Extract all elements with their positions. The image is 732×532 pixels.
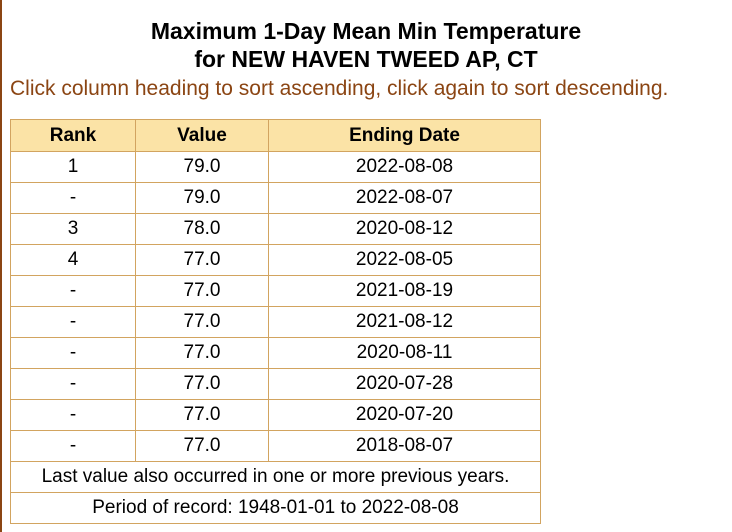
- column-heading[interactable]: Ending Date: [268, 119, 541, 152]
- column-heading[interactable]: Value: [135, 119, 269, 152]
- table-row: -77.0 2021-08-19: [10, 275, 541, 307]
- table-cell: -: [10, 368, 136, 400]
- table-body: 1 79.0 2022-08-08-79.0 2022-08-07 3 78.0 2020-…: [10, 151, 541, 524]
- table-cell: 2020-07-20: [268, 399, 541, 431]
- records-table: Rank Value Ending Date 1 79.0 2022-08-08-79.…: [10, 119, 541, 524]
- table-row: -77.0 2018-08-07: [10, 430, 541, 462]
- table-cell: 77.0: [135, 430, 269, 462]
- column-heading[interactable]: Rank: [10, 119, 136, 152]
- table-cell: 2020-08-11: [268, 337, 541, 369]
- table-row: -77.0 2020-07-28: [10, 368, 541, 400]
- table-cell: -: [10, 275, 136, 307]
- table-cell: 2020-08-12: [268, 213, 541, 245]
- left-border: [0, 0, 2, 532]
- table-cell: 77.0: [135, 244, 269, 276]
- table-cell: 2021-08-19: [268, 275, 541, 307]
- table-cell: -: [10, 182, 136, 214]
- title-line: Maximum 1-Day Mean Min Temperature: [150, 18, 582, 44]
- table-row: 1 79.0 2022-08-08: [10, 151, 541, 183]
- table-row: -77.0 2020-07-20: [10, 399, 541, 431]
- table-cell: -: [10, 399, 136, 431]
- table-cell: 78.0: [135, 213, 269, 245]
- table-cell: 77.0: [135, 275, 269, 307]
- instruction: Click column heading to sort ascending, …: [10, 77, 669, 100]
- table-cell: -: [10, 337, 136, 369]
- note-row: Last value also occurred in one or more …: [10, 461, 541, 493]
- table-row: -79.0 2022-08-07: [10, 182, 541, 214]
- table-cell: -: [10, 306, 136, 338]
- table-cell: 77.0: [135, 337, 269, 369]
- table-cell: 77.0: [135, 368, 269, 400]
- table-cell: 2020-07-28: [268, 368, 541, 400]
- note-cell: Last value also occurred in one or more …: [10, 461, 541, 493]
- table-row: -77.0 2020-08-11: [10, 337, 541, 369]
- table-cell: 2022-08-07: [268, 182, 541, 214]
- table-cell: 4: [10, 244, 136, 276]
- table-row: 4 77.0 2022-08-05: [10, 244, 541, 276]
- table-cell: 79.0: [135, 151, 269, 183]
- table-row: -77.0 2021-08-12: [10, 306, 541, 338]
- table-cell: 2018-08-07: [268, 430, 541, 462]
- table-cell: 79.0: [135, 182, 269, 214]
- table-cell: 77.0: [135, 306, 269, 338]
- table-cell: 77.0: [135, 399, 269, 431]
- table-cell: 2022-08-05: [268, 244, 541, 276]
- title-line: for NEW HAVEN TWEED AP, CT: [194, 46, 538, 72]
- table-cell: 2022-08-08: [268, 151, 541, 183]
- table-cell: 1: [10, 151, 136, 183]
- table-cell: -: [10, 430, 136, 462]
- table-row: 3 78.0 2020-08-12: [10, 213, 541, 245]
- table-cell: 2021-08-12: [268, 306, 541, 338]
- header-row: Rank Value Ending Date: [10, 119, 541, 152]
- note-cell: Period of record: 1948-01-01 to 2022-08-…: [10, 492, 541, 524]
- note-row: Period of record: 1948-01-01 to 2022-08-…: [10, 492, 541, 524]
- table-cell: 3: [10, 213, 136, 245]
